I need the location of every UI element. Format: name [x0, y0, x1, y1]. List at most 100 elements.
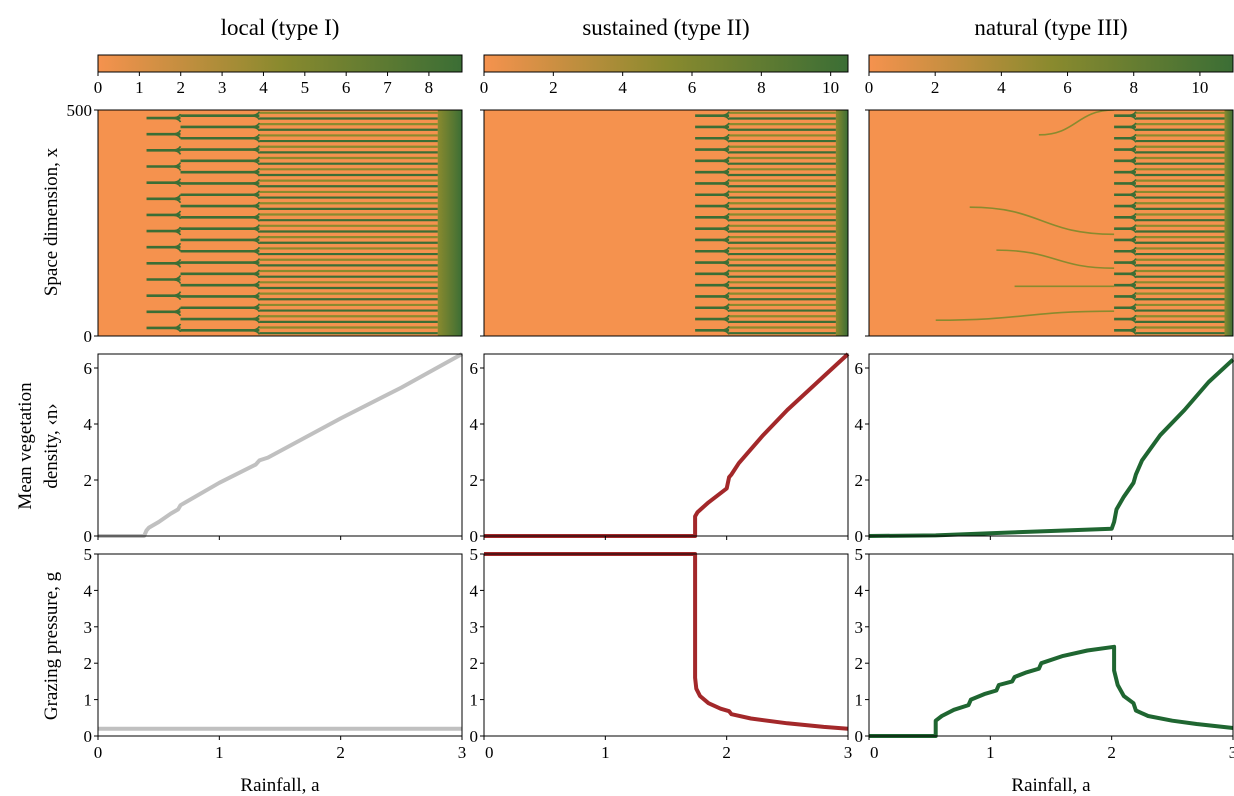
colorbar-tick-label: 6 [688, 78, 697, 97]
y-tick-label: 1 [470, 691, 479, 710]
heatmap-frame [97, 109, 463, 337]
x-tick-label: 2 [722, 743, 731, 762]
y-tick-label: 4 [84, 415, 93, 434]
stripe-branch [719, 224, 730, 234]
stripe-branch [249, 133, 261, 143]
stripe-branch [719, 303, 730, 313]
y-tick-label: 5 [855, 545, 864, 564]
stripe-branch [1125, 325, 1137, 335]
stripe-branch [170, 113, 182, 123]
stripe-branch [249, 201, 261, 211]
stripe-branch [1125, 167, 1137, 177]
heatmap-frame [483, 109, 849, 337]
stripe-branch [1125, 122, 1137, 132]
y-tick-label: 0 [470, 727, 479, 746]
series-line-natural-grazing [869, 644, 1234, 738]
ylabel-space: Space dimension, x [41, 147, 62, 296]
stripe-branch [170, 178, 182, 188]
stripe-branch [170, 210, 182, 220]
stripe-branch [170, 226, 182, 236]
plot-frame-natural-density [868, 353, 1234, 537]
stripe-branch [1125, 258, 1137, 267]
stripe-branch [719, 190, 730, 200]
stripe-branch [719, 122, 730, 132]
heatmap-background [484, 110, 848, 336]
y-tick-label: 2 [470, 471, 479, 490]
stripe-branch [1125, 133, 1137, 143]
xlabel-rainfall-natural: Rainfall, a [1011, 775, 1091, 796]
y-tick-label: 3 [84, 618, 93, 637]
stripe-branch [1125, 246, 1137, 256]
ylabel-density-line2: density, ‹n› [41, 403, 62, 488]
colorbar-tick-label: 3 [218, 78, 227, 97]
stripe-branch [249, 212, 261, 222]
plot-frame-sustained-grazing [483, 553, 849, 737]
stripe-branch [249, 258, 261, 267]
isolated-stripe [996, 249, 1115, 269]
stripe-branch [249, 190, 261, 200]
y-tick-label: 6 [470, 359, 479, 378]
y-tick-label: 2 [470, 654, 479, 673]
stripe-branch [1125, 224, 1137, 234]
stripe-branch [249, 314, 261, 324]
heatmap-background [869, 110, 1233, 336]
xlabel-rainfall-local: Rainfall, a [240, 775, 320, 796]
y-tick-label: 0 [855, 527, 864, 546]
stripe-branch [249, 303, 261, 313]
stripe-branch [719, 145, 730, 154]
stripe-branch [719, 258, 730, 267]
uniform-vegetation-band [1224, 110, 1233, 336]
y-tick-label: 0 [84, 327, 93, 346]
stripe-branch [1125, 235, 1137, 245]
y-tick-label: 4 [855, 581, 864, 600]
stripe-branch [719, 111, 730, 121]
ylabel-density-line1: Mean vegetation [15, 382, 36, 510]
stripe-branch [1125, 292, 1137, 301]
stripe-branch [249, 292, 261, 301]
colorbar-tick-label: 8 [425, 78, 434, 97]
stripe-branch [719, 246, 730, 256]
stripe-branch [170, 258, 182, 268]
stripe-branch [1125, 111, 1137, 121]
y-tick-label: 2 [855, 471, 864, 490]
y-tick-label: 3 [470, 618, 479, 637]
y-tick-label: 500 [67, 101, 93, 120]
stripe-branch [1125, 201, 1137, 211]
x-tick-label: 2 [336, 743, 345, 762]
colorbar-tick-label: 4 [618, 78, 627, 97]
plot-area-local-density [98, 354, 462, 536]
stripe-branch [719, 179, 730, 188]
series-line-sustained-density [484, 352, 850, 538]
stripe-branch [719, 314, 730, 324]
stripe-branch [170, 275, 182, 284]
x-tick-label: 3 [1229, 743, 1234, 762]
colorbar-tick-label: 4 [997, 78, 1006, 97]
y-tick-label: 6 [84, 359, 93, 378]
isolated-stripe [969, 206, 1115, 236]
colorbar-tick-label: 4 [259, 78, 268, 97]
x-tick-label: 1 [601, 743, 610, 762]
x-tick-label: 0 [870, 743, 879, 762]
stripe-branch [249, 122, 261, 132]
stripe-branch [719, 235, 730, 245]
y-tick-label: 0 [84, 527, 93, 546]
plot-frame-local-density [97, 353, 463, 537]
stripe-branch [170, 242, 182, 252]
x-tick-label: 3 [844, 743, 853, 762]
stripe-branch [719, 201, 730, 211]
y-tick-label: 0 [855, 727, 864, 746]
stripe-branch [170, 323, 182, 333]
y-tick-label: 4 [84, 581, 93, 600]
y-tick-label: 1 [84, 691, 93, 710]
stripe-branch [249, 246, 261, 256]
stripe-branch [249, 280, 261, 290]
stripe-branch [170, 194, 182, 204]
heatmap-frame [868, 109, 1234, 337]
y-tick-label: 1 [855, 691, 864, 710]
colorbar-tick-label: 2 [931, 78, 940, 97]
colorbar-tick-label: 8 [757, 78, 766, 97]
series-line-local-density [98, 352, 463, 538]
stripe-branch [1125, 179, 1137, 188]
x-tick-label: 0 [485, 743, 494, 762]
x-tick-label: 2 [1107, 743, 1116, 762]
